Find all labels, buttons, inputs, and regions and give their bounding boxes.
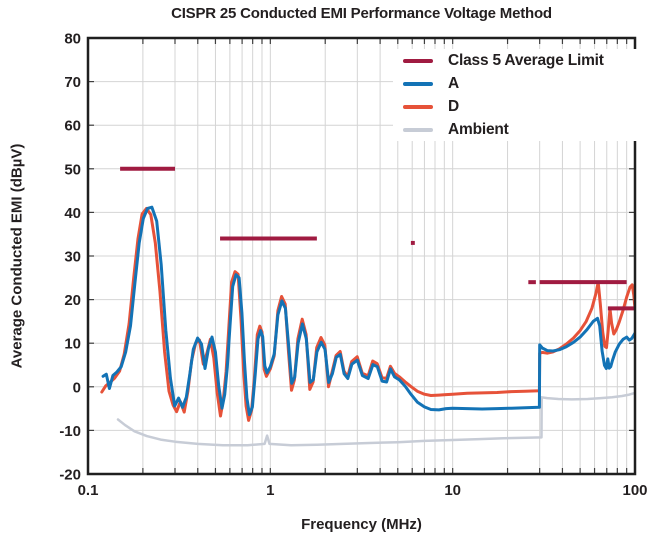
- plot-frame: [86, 36, 637, 476]
- legend-color-swatch: [403, 81, 433, 86]
- series-a-line: [101, 205, 635, 417]
- series-group: [100, 205, 635, 447]
- legend: Class 5 Average Limit A D Ambient: [393, 49, 637, 141]
- x-tick-label: 1: [266, 482, 274, 499]
- legend-color-swatch: [403, 127, 433, 132]
- y-tick-label: 30: [64, 249, 81, 266]
- legend-item: Class 5 Average Limit: [393, 50, 637, 71]
- y-axis-label: Average Conducted EMI (dBµV): [8, 143, 26, 369]
- legend-color-swatch: [403, 104, 433, 109]
- legend-label: D: [448, 97, 459, 115]
- y-tick-label: 0: [73, 379, 81, 396]
- series-d-line: [100, 207, 635, 422]
- legend-label: A: [448, 74, 459, 92]
- x-tick-label: 10: [444, 482, 461, 499]
- legend-item: Ambient: [393, 119, 637, 140]
- legend-item: D: [393, 96, 637, 117]
- x-tick-label: 100: [622, 482, 647, 499]
- x-tick-labels: 0.1 1 10 100: [78, 482, 648, 499]
- y-tick-label: -20: [59, 467, 81, 484]
- y-tick-label: 80: [64, 31, 81, 48]
- legend-label: Ambient: [448, 120, 509, 138]
- y-tick-label: 60: [64, 118, 81, 135]
- y-tick-label: 70: [64, 74, 81, 91]
- y-tick-label: -10: [59, 423, 81, 440]
- legend-color-swatch: [403, 58, 433, 63]
- series-ambient-line: [116, 391, 635, 447]
- x-axis-label: Frequency (MHz): [301, 516, 422, 533]
- y-tick-label: 50: [64, 161, 81, 178]
- y-tick-labels: 80 70 60 50 40 30 20 10 0 -10 -20: [59, 31, 81, 484]
- legend-item: A: [393, 73, 637, 94]
- x-tick-label: 0.1: [78, 482, 99, 499]
- y-tick-label: 20: [64, 292, 81, 309]
- chart-title: CISPR 25 Conducted EMI Performance Volta…: [171, 5, 552, 22]
- y-tick-label: 10: [64, 336, 81, 353]
- y-tick-label: 40: [64, 205, 81, 222]
- limit-segments: [120, 166, 635, 311]
- legend-label: Class 5 Average Limit: [448, 51, 604, 69]
